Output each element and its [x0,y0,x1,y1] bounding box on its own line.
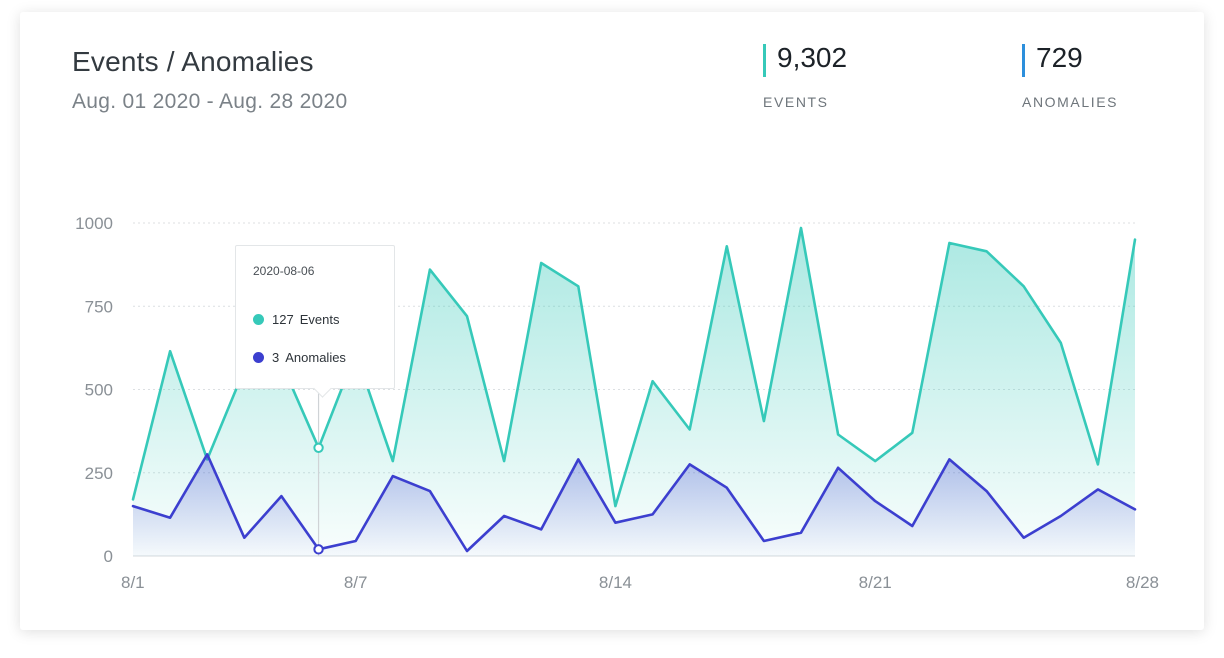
anomalies-dot-icon [253,352,264,363]
y-tick-label: 750 [85,297,113,316]
events-area [133,228,1135,556]
hover-layer [313,392,324,556]
x-tick-label: 8/21 [859,573,892,592]
x-tick-label: 8/14 [599,573,632,592]
tooltip-events-label: Events [299,312,340,327]
anomalies-label: ANOMALIES [1022,94,1119,110]
events-label: EVENTS [763,94,829,110]
events-stat-accent [763,44,766,77]
tooltip-anomalies-row: 3 Anomalies [253,350,346,365]
tooltip-anomalies-value: 3 [272,350,280,365]
y-tick-label: 0 [104,547,113,566]
events-anomalies-card: Events / Anomalies Aug. 01 2020 - Aug. 2… [20,12,1204,630]
card-title: Events / Anomalies [72,46,314,77]
anomalies-total: 729 [1036,42,1083,73]
y-axis: 0 250 500 750 1000 [75,214,113,566]
anomalies-stat-accent [1022,44,1025,77]
x-axis: 8/1 8/7 8/14 8/21 8/28 [121,573,1159,592]
x-tick-label: 8/7 [344,573,368,592]
anomalies-hover-point [313,544,324,555]
y-tick-label: 250 [85,464,113,483]
tooltip-date: 2020-08-06 [253,264,315,278]
tooltip-events-row: 127 Events [253,312,339,327]
tooltip-events-value: 127 [272,312,294,327]
anomalies-line [131,453,1137,553]
anomalies-area [133,454,1135,556]
y-tick-label: 1000 [75,214,113,233]
chart-tooltip: 2020-08-06 127 Events 3 Anomalies [235,245,395,398]
tooltip-anomalies-label: Anomalies [285,350,346,365]
date-range: Aug. 01 2020 - Aug. 28 2020 [72,90,348,113]
y-tick-label: 500 [85,381,113,400]
x-tick-label: 8/28 [1126,573,1159,592]
series-layer [131,226,1137,556]
events-dot-icon [253,314,264,325]
events-anomalies-chart[interactable]: 0 250 500 750 1000 8/1 8/7 8/14 8/21 8/28 [20,12,1204,630]
x-tick-label: 8/1 [121,573,145,592]
events-line [131,226,1137,508]
events-hover-point [313,442,324,453]
events-total: 9,302 [777,42,848,73]
